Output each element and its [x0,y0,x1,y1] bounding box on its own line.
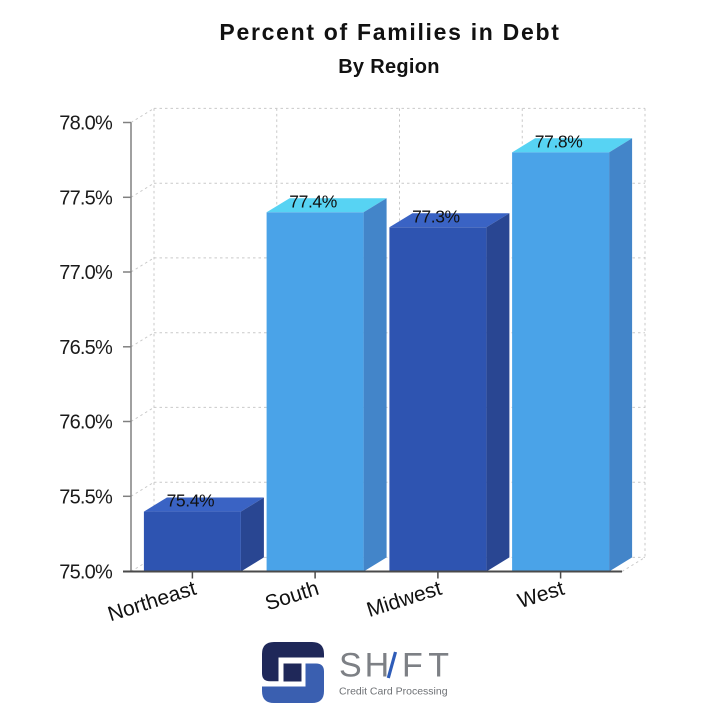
svg-text:77.3%: 77.3% [412,206,460,226]
svg-text:Percent of Families in Debt: Percent of Families in Debt [219,19,560,45]
svg-text:SH: SH [339,647,392,685]
svg-text:75.0%: 75.0% [59,562,113,584]
svg-text:77.0%: 77.0% [59,262,113,284]
svg-text:By Region: By Region [338,56,440,78]
svg-text:76.5%: 76.5% [59,337,113,359]
svg-text:75.5%: 75.5% [59,486,113,508]
svg-text:77.5%: 77.5% [59,187,113,209]
svg-text:77.8%: 77.8% [535,131,583,151]
svg-text:76.0%: 76.0% [59,412,113,434]
svg-text:FT: FT [402,647,455,685]
svg-text:75.4%: 75.4% [167,491,215,511]
svg-text:78.0%: 78.0% [59,113,113,135]
svg-text:Credit Card Processing: Credit Card Processing [339,686,448,698]
svg-text:77.4%: 77.4% [289,191,337,211]
